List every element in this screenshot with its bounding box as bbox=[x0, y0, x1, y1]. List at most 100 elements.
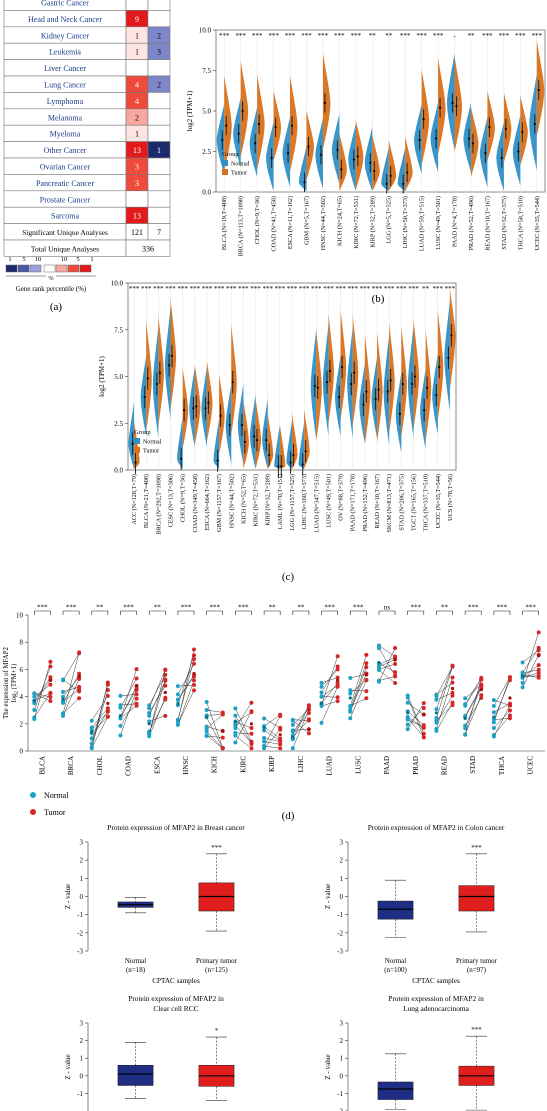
significance-label: *** bbox=[181, 604, 192, 612]
violin-normal-median bbox=[252, 435, 256, 438]
y-tick-label: 7.5 bbox=[114, 326, 123, 334]
violin-normal-median bbox=[533, 122, 536, 126]
point-normal bbox=[520, 680, 525, 685]
pair-line bbox=[34, 666, 51, 711]
significance-label: *** bbox=[66, 604, 77, 612]
pair-line bbox=[62, 689, 80, 702]
violin-tumor bbox=[257, 74, 265, 171]
point-tumor-median bbox=[106, 701, 110, 706]
point-normal bbox=[233, 713, 238, 718]
violin-normal-median bbox=[277, 465, 280, 468]
point-tumor bbox=[134, 686, 139, 691]
violin-tumor-median bbox=[241, 109, 244, 113]
point-normal bbox=[175, 684, 180, 689]
point-tumor bbox=[335, 654, 340, 659]
significance-label: *** bbox=[262, 285, 273, 293]
point-normal-median bbox=[233, 719, 237, 723]
point-tumor bbox=[105, 682, 110, 687]
violin-tumor-median bbox=[340, 168, 343, 171]
x-category-label: KICH bbox=[211, 756, 219, 773]
violin-tumor bbox=[503, 92, 512, 163]
pair-line bbox=[235, 711, 252, 724]
panel-label-c: (c) bbox=[282, 571, 295, 583]
point-normal bbox=[233, 730, 238, 735]
y-tick-label: 10 bbox=[16, 612, 24, 620]
pair-line bbox=[263, 729, 281, 749]
point-normal bbox=[319, 680, 324, 685]
significance-bracket bbox=[349, 610, 367, 615]
violin-normal-median bbox=[402, 182, 405, 185]
y-tick-label: 2.5 bbox=[114, 420, 123, 428]
violin-tumor bbox=[377, 331, 383, 444]
violin-normal-median bbox=[484, 152, 487, 155]
point-tumor bbox=[134, 692, 139, 697]
pair-line bbox=[321, 666, 338, 693]
point-tumor bbox=[48, 659, 53, 664]
pair-line bbox=[34, 661, 51, 720]
pair-line bbox=[264, 745, 281, 749]
pair-line bbox=[264, 737, 281, 742]
pair-line bbox=[378, 657, 396, 665]
point-tumor bbox=[536, 670, 541, 675]
y-tick-label: 3 bbox=[80, 839, 84, 847]
point-tumor-median bbox=[77, 674, 81, 678]
point-tumor bbox=[77, 650, 82, 655]
point-tumor bbox=[450, 693, 455, 698]
violin-normal-median bbox=[289, 461, 292, 464]
pair-line bbox=[436, 704, 453, 721]
x-category-label: KIRC (N=72,T=531) bbox=[353, 196, 360, 249]
x-category-label: BRCA (N=113,T=1098) bbox=[238, 196, 245, 256]
pair-line bbox=[206, 735, 223, 749]
violin-normal bbox=[249, 107, 258, 178]
violin-tumor-median bbox=[425, 386, 429, 389]
violin-normal bbox=[216, 103, 225, 174]
significance-label: *** bbox=[129, 285, 140, 293]
violin-tumor bbox=[316, 330, 322, 442]
plot-frame bbox=[215, 29, 546, 193]
pair-line bbox=[149, 715, 166, 722]
significance-label: *** bbox=[226, 285, 237, 293]
pair-line bbox=[378, 663, 396, 670]
significance-label: *** bbox=[353, 604, 364, 612]
point-normal bbox=[348, 688, 353, 693]
pair-line bbox=[522, 632, 539, 683]
y-tick-label: 0.0 bbox=[202, 189, 211, 197]
point-tumor bbox=[507, 716, 512, 721]
y-axis-label: Z - value bbox=[64, 884, 72, 909]
legend-number: 5 bbox=[76, 256, 79, 263]
pair-line bbox=[149, 685, 166, 714]
violin-normal-median bbox=[410, 382, 414, 386]
point-normal-median bbox=[377, 661, 381, 665]
significance-label: *** bbox=[497, 604, 508, 612]
point-tumor bbox=[220, 746, 225, 751]
violin-normal-median bbox=[336, 148, 339, 151]
pair-line bbox=[206, 714, 223, 716]
legend-number: 1 bbox=[8, 256, 11, 263]
point-tumor bbox=[393, 681, 398, 686]
point-normal-median bbox=[520, 674, 525, 678]
point-normal bbox=[463, 732, 468, 737]
point-normal bbox=[463, 723, 468, 728]
pair-line bbox=[321, 682, 338, 704]
legend-swatch bbox=[17, 264, 30, 273]
pair-line bbox=[149, 699, 166, 732]
x-category-label: LIHC bbox=[297, 756, 305, 773]
violin-tumor bbox=[425, 330, 432, 442]
box bbox=[458, 885, 495, 912]
point-normal-median bbox=[291, 735, 295, 740]
pair-line bbox=[464, 697, 482, 726]
violin-tumor-median bbox=[170, 354, 174, 358]
pair-line bbox=[206, 717, 223, 749]
violin-tumor bbox=[231, 324, 237, 436]
violin-normal bbox=[444, 300, 450, 412]
y-tick-label: 1 bbox=[80, 1055, 84, 1063]
pair-line bbox=[62, 653, 80, 681]
point-normal bbox=[89, 745, 94, 750]
point-normal bbox=[491, 720, 496, 725]
point-tumor bbox=[278, 727, 283, 732]
box bbox=[117, 1064, 154, 1086]
significance-label: - bbox=[453, 32, 456, 40]
point-normal-median bbox=[205, 715, 209, 719]
violin-tumor-median bbox=[413, 375, 417, 378]
significance-label: *** bbox=[468, 604, 479, 612]
